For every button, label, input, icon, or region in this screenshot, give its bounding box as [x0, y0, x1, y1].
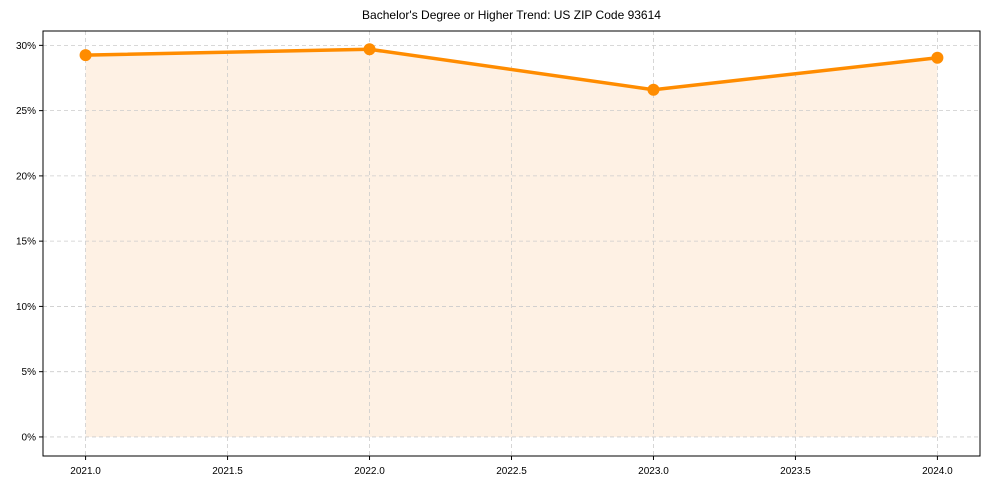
y-tick-label: 0%	[22, 432, 37, 443]
data-point-marker	[931, 51, 944, 64]
x-tick-label: 2024.0	[922, 466, 953, 477]
y-axis: 0% 5% 10% 15% 20% 25% 30%	[16, 41, 43, 443]
y-tick-label: 15%	[16, 237, 36, 248]
x-tick-label: 2022.5	[496, 466, 527, 477]
x-tick-label: 2023.0	[638, 466, 669, 477]
data-markers	[79, 43, 944, 96]
chart-title: Bachelor's Degree or Higher Trend: US ZI…	[362, 8, 661, 22]
x-tick-label: 2021.0	[70, 466, 101, 477]
data-point-marker	[363, 43, 376, 56]
x-tick-label: 2021.5	[212, 466, 243, 477]
series-line	[83, 47, 940, 92]
y-tick-label: 10%	[16, 302, 36, 313]
x-axis: 2021.0 2021.5 2022.0 2022.5 2023.0 2023.5 2024…	[70, 456, 953, 477]
y-tick-label: 25%	[16, 106, 36, 117]
grid-lines	[43, 31, 980, 456]
y-tick-label: 5%	[22, 367, 37, 378]
data-point-marker	[79, 49, 92, 62]
data-line	[83, 47, 940, 92]
x-tick-label: 2023.5	[780, 466, 811, 477]
x-tick-label: 2022.0	[354, 466, 385, 477]
data-point-marker	[647, 83, 660, 96]
y-tick-label: 20%	[16, 171, 36, 182]
y-tick-label: 30%	[16, 41, 36, 52]
